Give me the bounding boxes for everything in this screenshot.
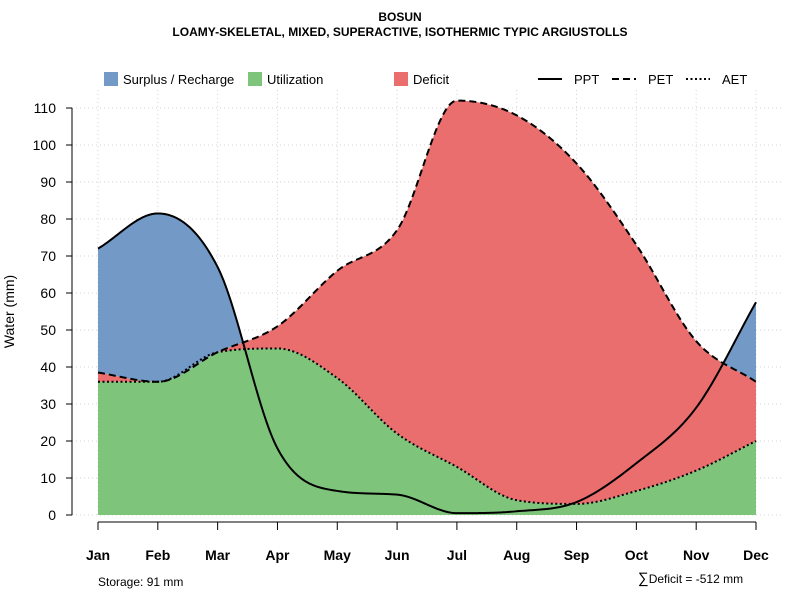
- legend-item: Utilization: [248, 72, 323, 87]
- y-tick-label: 30: [40, 396, 56, 412]
- y-tick-label: 70: [40, 248, 56, 264]
- legend-item: PET: [612, 72, 673, 87]
- x-tick-label: Feb: [145, 547, 170, 563]
- axes: 0 10 20 30 40 50 60 70 80 90 100 110 Water (mm) Jan Fe…: [1, 100, 769, 563]
- y-tick-label: 0: [48, 507, 56, 523]
- y-tick-label: 80: [40, 211, 56, 227]
- pet-line: [97, 99, 757, 383]
- y-tick-label: 110: [34, 100, 57, 116]
- y-axis-label: Water (mm): [1, 275, 17, 348]
- ppt-line: [97, 212, 757, 515]
- x-tick-label: Mar: [205, 547, 230, 563]
- utilization-area: [98, 348, 756, 515]
- x-tick-label: Jul: [447, 547, 467, 563]
- sum-symbol: ∑: [638, 570, 649, 587]
- legend-item: AET: [686, 72, 747, 87]
- x-tick-label: Jan: [86, 547, 110, 563]
- x-tick-label: Jun: [385, 547, 410, 563]
- x-tick-label: Dec: [743, 547, 769, 563]
- legend-label: Utilization: [267, 72, 323, 87]
- legend-item: PPT: [538, 72, 599, 87]
- x-tick-label: Oct: [625, 547, 649, 563]
- y-tick-label: 10: [40, 470, 56, 486]
- y-tick-label: 40: [40, 359, 56, 375]
- x-tick-label: Apr: [265, 547, 290, 563]
- x-tick-label: Nov: [683, 547, 710, 563]
- deficit-total: Deficit = -512 mm: [648, 572, 744, 586]
- surplus-area: [98, 100, 756, 382]
- storage-note: Storage: 91 mm: [98, 575, 184, 589]
- legend-label: PPT: [574, 72, 599, 87]
- legend-item: Deficit: [394, 72, 450, 87]
- legend-label: Surplus / Recharge: [123, 72, 234, 87]
- legend: Surplus / Recharge Utilization Deficit PPT P…: [104, 72, 747, 87]
- x-tick-label: May: [324, 547, 351, 563]
- area-fills: [98, 100, 756, 515]
- chart-subtitle: LOAMY-SKELETAL, MIXED, SUPERACTIVE, ISOT…: [172, 25, 628, 39]
- x-tick-label: Aug: [503, 547, 530, 563]
- legend-swatch: [248, 72, 262, 86]
- y-tick-label: 90: [40, 174, 56, 190]
- x-tick-label: Sep: [564, 547, 590, 563]
- y-tick-label: 60: [40, 285, 56, 301]
- legend-item: Surplus / Recharge: [104, 72, 234, 87]
- y-tick-label: 20: [40, 433, 56, 449]
- deficit-area: [98, 100, 756, 504]
- legend-swatch: [104, 72, 118, 86]
- legend-label: AET: [722, 72, 747, 87]
- y-tick-label: 100: [33, 137, 57, 153]
- legend-label: Deficit: [413, 72, 450, 87]
- legend-swatch: [394, 72, 408, 86]
- y-tick-label: 50: [40, 322, 56, 338]
- legend-label: PET: [648, 72, 673, 87]
- chart-title: BOSUN: [378, 10, 422, 24]
- deficit-note: ∑Deficit = -512 mm: [638, 570, 743, 587]
- series-lines: [97, 99, 757, 515]
